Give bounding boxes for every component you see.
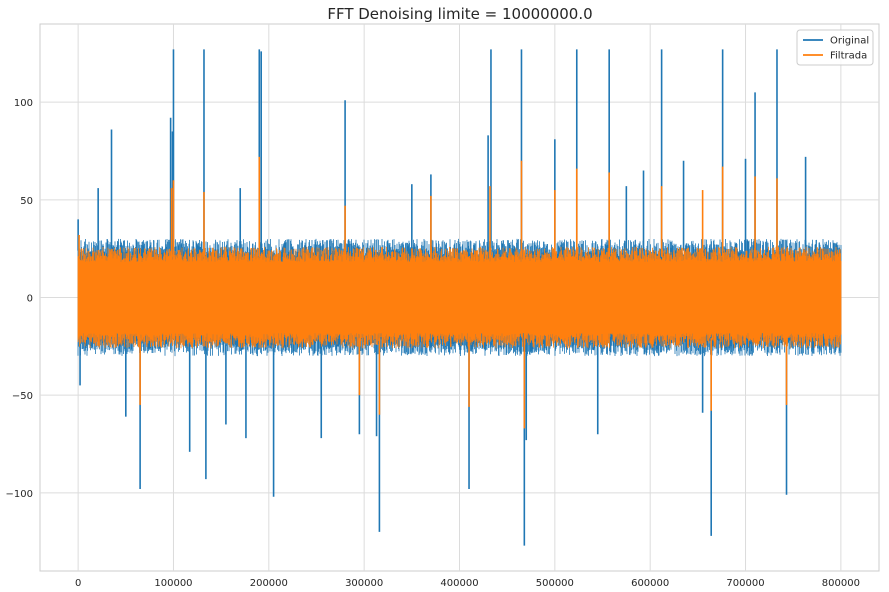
x-tick-label: 800000 bbox=[822, 578, 860, 589]
legend-label-original: Original bbox=[830, 36, 869, 47]
chart-title: FFT Denoising limite = 10000000.0 bbox=[327, 5, 592, 23]
series-band-filtrada bbox=[77, 246, 842, 349]
y-tick-label: −100 bbox=[6, 489, 33, 500]
y-tick-label: −50 bbox=[12, 391, 33, 402]
x-tick-label: 300000 bbox=[345, 578, 383, 589]
x-tick-label: 200000 bbox=[250, 578, 288, 589]
legend: Original Filtrada bbox=[796, 29, 874, 66]
y-tick-label: 50 bbox=[20, 196, 33, 207]
grid bbox=[40, 24, 879, 571]
legend-box bbox=[796, 29, 874, 66]
x-tick-label: 700000 bbox=[726, 578, 764, 589]
tick-labels: 0 100000 200000 300000 400000 500000 600000 700… bbox=[6, 98, 860, 589]
x-tick-label: 400000 bbox=[440, 578, 478, 589]
x-tick-label: 100000 bbox=[154, 578, 192, 589]
y-tick-label: 0 bbox=[27, 294, 33, 305]
y-tick-label: 100 bbox=[14, 98, 33, 109]
x-tick-label: 500000 bbox=[536, 578, 574, 589]
x-tick-label: 600000 bbox=[631, 578, 669, 589]
series-filtrada bbox=[77, 156, 842, 429]
x-tick-label: 0 bbox=[75, 578, 81, 589]
legend-label-filtrada: Filtrada bbox=[830, 51, 867, 62]
series-layer bbox=[77, 49, 842, 546]
